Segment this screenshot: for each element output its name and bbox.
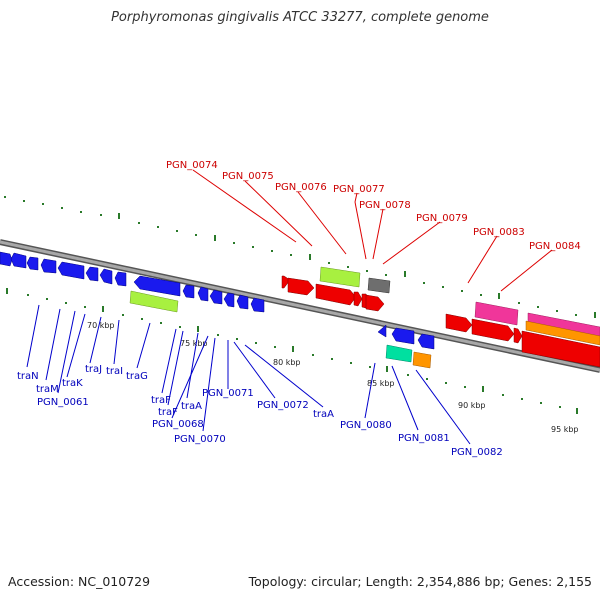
gene-label-traa-1: traA xyxy=(181,401,202,412)
gene-red xyxy=(513,327,523,344)
gene-label-pgn-0075: PGN_0075 xyxy=(222,171,274,182)
genome-summary-text: Topology: circular; Length: 2,354,886 bp… xyxy=(248,574,592,589)
gene-orange xyxy=(525,320,600,346)
gene-label-traf-1: traF xyxy=(151,395,171,406)
gene-label-pgn-0072: PGN_0072 xyxy=(257,400,309,411)
gene-arrow xyxy=(209,289,223,305)
scale-label-75: 75 kbp xyxy=(180,339,208,348)
gene-red xyxy=(287,277,315,296)
scale-label-85: 85 kbp xyxy=(367,379,395,388)
accession-text: Accession: NC_010729 xyxy=(8,574,151,589)
forward-leaders xyxy=(192,169,553,292)
gene-label-pgn-0080: PGN_0080 xyxy=(340,420,392,431)
scale-label-70: 70 kbp xyxy=(87,321,115,330)
gene-arrow xyxy=(182,284,195,299)
gene-arrow xyxy=(133,275,181,297)
gene-label-trag: traG xyxy=(126,371,148,382)
scale-label-90: 90 kbp xyxy=(458,401,486,410)
gene-arrow xyxy=(10,252,27,269)
reverse-leaders xyxy=(26,304,471,445)
gene-red xyxy=(353,291,363,307)
forward-labels: PGN_0074 PGN_0075 PGN_0076 PGN_0077 PGN_… xyxy=(166,160,581,252)
gene-label-pgn-0082: PGN_0082 xyxy=(451,447,503,458)
gene-green xyxy=(319,266,361,288)
forward-strand-genes xyxy=(281,266,600,368)
gene-red xyxy=(365,294,385,312)
map-title: Porphyromonas gingivalis ATCC 33277, com… xyxy=(111,10,489,25)
gene-arrow xyxy=(0,251,13,267)
gene-red xyxy=(445,313,473,333)
gene-arrow xyxy=(250,297,265,313)
gene-red xyxy=(521,330,600,368)
gene-arrow xyxy=(391,327,415,345)
gene-label-pgn-0077: PGN_0077 xyxy=(333,184,385,195)
gene-label-tram: traM xyxy=(36,384,59,395)
gene-orange xyxy=(412,351,432,369)
gene-label-trai: traI xyxy=(106,366,123,377)
genome-backbone xyxy=(0,239,600,373)
gene-arrow xyxy=(417,333,435,350)
gene-red xyxy=(471,318,515,342)
gene-arrow xyxy=(114,271,127,287)
scale-label-80: 80 kbp xyxy=(273,358,301,367)
gene-label-pgn-0074: PGN_0074 xyxy=(166,160,218,171)
gene-arrow xyxy=(85,266,99,282)
scale-label-95: 95 kbp xyxy=(551,425,579,434)
gene-label-traf-2: traF xyxy=(158,407,178,418)
reverse-strand-genes xyxy=(0,251,435,350)
gene-label-traj: traJ xyxy=(85,364,102,375)
gene-arrow xyxy=(40,258,57,274)
gene-label-traa-2: traA xyxy=(313,409,334,420)
gene-arrow xyxy=(236,294,249,310)
reverse-strand-colored-genes xyxy=(129,290,432,369)
gene-arrow xyxy=(26,256,39,271)
gene-label-pgn-0070: PGN_0070 xyxy=(174,434,226,445)
gene-label-pgn-0078: PGN_0078 xyxy=(359,200,411,211)
gene-label-pgn-0071: PGN_0071 xyxy=(202,388,254,399)
gene-arrow xyxy=(57,261,85,280)
gene-arrow xyxy=(197,286,209,302)
gene-arrow xyxy=(99,268,113,285)
gene-label-pgn-0076: PGN_0076 xyxy=(275,182,327,193)
reverse-labels: traN traM PGN_0061 traK traJ traI traG t… xyxy=(17,364,503,458)
gene-arrow xyxy=(377,324,387,338)
gene-label-pgn-0081: PGN_0081 xyxy=(398,433,450,444)
gene-label-tran: traN xyxy=(17,371,39,382)
gene-label-pgn-0061: PGN_0061 xyxy=(37,397,89,408)
scale-ticks xyxy=(4,196,596,414)
gene-label-pgn-0068: PGN_0068 xyxy=(152,419,204,430)
gene-red xyxy=(315,283,357,306)
gene-green xyxy=(129,290,179,313)
gene-gray xyxy=(367,277,391,294)
gene-arrow xyxy=(223,292,235,308)
gene-label-pgn-0083: PGN_0083 xyxy=(473,227,525,238)
gene-label-trak: traK xyxy=(62,378,83,389)
gene-label-pgn-0079: PGN_0079 xyxy=(416,213,468,224)
scale-labels: 70 kbp 75 kbp 80 kbp 85 kbp 90 kbp 95 kb… xyxy=(87,321,579,434)
gene-label-pgn-0084: PGN_0084 xyxy=(529,241,581,252)
gene-magenta xyxy=(474,301,519,326)
gene-teal xyxy=(385,344,413,363)
